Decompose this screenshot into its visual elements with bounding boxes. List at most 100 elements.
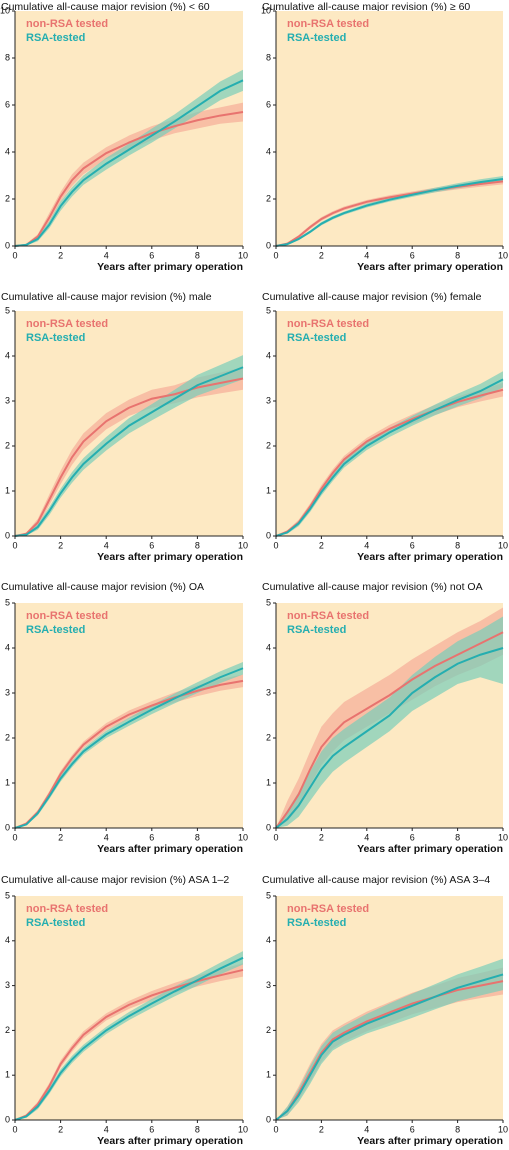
x-tick-label: 4: [364, 832, 369, 842]
confidence-band: [276, 958, 503, 1120]
x-tick-label: 2: [58, 1124, 63, 1134]
y-tick-label: 10: [261, 5, 271, 15]
y-tick-label: 5: [5, 597, 10, 607]
y-tick-label: 2: [5, 440, 10, 450]
legend-entry: RSA-tested: [26, 32, 85, 44]
y-tick-label: 4: [5, 146, 10, 156]
panel-title: Cumulative all-cause major revision (%) …: [262, 1, 470, 13]
x-tick-label: 2: [58, 250, 63, 260]
x-axis-label: Years after primary operation: [357, 261, 503, 273]
x-tick-label: 0: [273, 832, 278, 842]
x-tick-label: 10: [498, 540, 508, 550]
x-tick-label: 8: [455, 832, 460, 842]
y-tick-label: 0: [5, 1114, 10, 1124]
y-tick-label: 2: [266, 732, 271, 742]
y-tick-label: 0: [266, 240, 271, 250]
y-tick-label: 3: [266, 395, 271, 405]
y-tick-label: 5: [5, 305, 10, 315]
legend-entry: RSA-tested: [26, 917, 85, 929]
confidence-band: [15, 102, 243, 247]
x-tick-label: 6: [149, 250, 154, 260]
x-tick-label: 0: [12, 1124, 17, 1134]
series-line: [275, 631, 504, 829]
y-tick-label: 6: [5, 99, 10, 109]
legend-entry: RSA-tested: [287, 917, 346, 929]
y-tick-label: 1: [5, 1070, 10, 1080]
y-tick-label: 4: [266, 146, 271, 156]
y-tick-label: 0: [266, 822, 271, 832]
series-line: [275, 178, 504, 247]
y-tick-label: 5: [266, 597, 271, 607]
plot-background: [15, 11, 243, 246]
legend-entry: RSA-tested: [287, 32, 346, 44]
y-tick-label: 0: [5, 822, 10, 832]
panel: Cumulative all-cause major revision (%) …: [1, 874, 248, 1147]
x-tick-label: 6: [410, 832, 415, 842]
y-tick-label: 2: [266, 1025, 271, 1035]
legend-entry: non-RSA tested: [287, 903, 369, 915]
x-tick-label: 8: [195, 540, 200, 550]
panel-title: Cumulative all-cause major revision (%) …: [1, 291, 212, 303]
confidence-band: [15, 355, 243, 536]
x-tick-label: 10: [498, 250, 508, 260]
y-tick-label: 4: [266, 642, 271, 652]
panel-title: Cumulative all-cause major revision (%) …: [262, 581, 483, 593]
x-tick-label: 0: [273, 250, 278, 260]
x-tick-label: 4: [364, 1124, 369, 1134]
y-tick-label: 4: [266, 350, 271, 360]
y-tick-label: 4: [266, 935, 271, 945]
x-tick-label: 2: [319, 832, 324, 842]
y-tick-label: 3: [266, 687, 271, 697]
series-line: [275, 378, 504, 537]
legend-entry: RSA-tested: [287, 332, 346, 344]
y-tick-label: 3: [266, 980, 271, 990]
legend-entry: RSA-tested: [26, 332, 85, 344]
x-tick-label: 4: [364, 250, 369, 260]
panel-title: Cumulative all-cause major revision (%) …: [262, 874, 490, 886]
y-tick-label: 2: [5, 193, 10, 203]
panel: Cumulative all-cause major revision (%) …: [262, 581, 508, 855]
legend-entry: non-RSA tested: [287, 610, 369, 622]
x-axis-label: Years after primary operation: [357, 1135, 503, 1147]
x-axis-label: Years after primary operation: [357, 843, 503, 855]
x-axis-label: Years after primary operation: [357, 551, 503, 563]
y-tick-label: 1: [266, 485, 271, 495]
x-tick-label: 2: [58, 832, 63, 842]
y-tick-label: 1: [266, 777, 271, 787]
x-tick-label: 10: [238, 1124, 248, 1134]
series-line: [275, 973, 504, 1121]
y-tick-label: 0: [5, 240, 10, 250]
series-line: [14, 956, 244, 1121]
plot-background: [276, 11, 503, 246]
x-tick-label: 4: [104, 1124, 109, 1134]
legend-entry: non-RSA tested: [26, 318, 108, 330]
y-tick-label: 4: [5, 350, 10, 360]
panel-title: Cumulative all-cause major revision (%) …: [1, 874, 229, 886]
x-tick-label: 8: [455, 250, 460, 260]
x-tick-label: 10: [498, 1124, 508, 1134]
y-tick-label: 2: [5, 732, 10, 742]
x-tick-label: 4: [104, 250, 109, 260]
panel: Cumulative all-cause major revision (%) …: [262, 291, 508, 563]
y-tick-label: 8: [266, 52, 271, 62]
panel-title: Cumulative all-cause major revision (%) …: [1, 1, 210, 13]
plot-background: [276, 311, 503, 536]
x-tick-label: 10: [238, 832, 248, 842]
y-tick-label: 0: [266, 1114, 271, 1124]
x-axis-label: Years after primary operation: [97, 843, 243, 855]
confidence-band: [276, 178, 503, 246]
y-tick-label: 0: [266, 530, 271, 540]
legend-entry: non-RSA tested: [287, 18, 369, 30]
panel: Cumulative all-cause major revision (%) …: [261, 1, 508, 273]
x-tick-label: 8: [455, 540, 460, 550]
legend-entry: non-RSA tested: [26, 18, 108, 30]
x-axis-label: Years after primary operation: [97, 551, 243, 563]
x-tick-label: 6: [149, 832, 154, 842]
x-axis-label: Years after primary operation: [97, 261, 243, 273]
legend-entry: RSA-tested: [287, 624, 346, 636]
x-tick-label: 4: [104, 540, 109, 550]
x-tick-label: 2: [319, 250, 324, 260]
panel-title: Cumulative all-cause major revision (%) …: [1, 581, 204, 593]
series-line: [275, 647, 504, 829]
x-tick-label: 6: [410, 1124, 415, 1134]
